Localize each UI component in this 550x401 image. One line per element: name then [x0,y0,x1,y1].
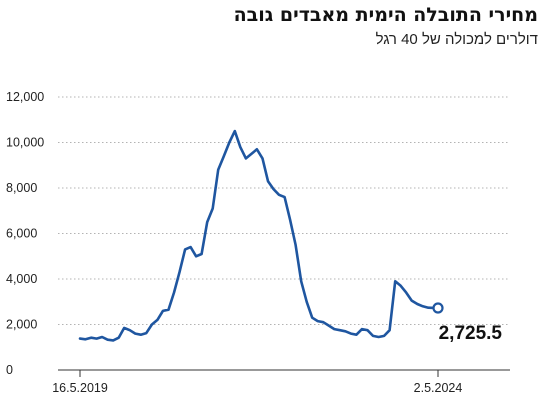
y-axis: 0 2,000 4,000 6,000 8,000 10,000 12,000 [6,90,44,377]
chart-title: מחירי התובלה הימית מאבדים גובה [233,4,538,26]
x-tick-label: 2.5.2024 [414,381,463,395]
y-tick-label: 10,000 [6,136,44,150]
y-tick-label: 12,000 [6,90,44,104]
series-line [78,129,440,342]
y-tick-label: 4,000 [6,272,37,286]
y-tick-label: 8,000 [6,181,37,195]
grid-lines [58,96,510,325]
x-tick-label: 16.5.2019 [52,381,108,395]
y-tick-label: 6,000 [6,227,37,241]
x-axis: 16.5.2019 2.5.2024 [52,370,462,395]
chart-subtitle: דולרים למכולה של 40 רגל [375,31,538,48]
y-tick-label: 0 [6,363,13,377]
last-point-marker [432,302,444,314]
y-tick-label: 2,000 [6,318,37,332]
last-value-label: 2,725.5 [439,323,503,344]
